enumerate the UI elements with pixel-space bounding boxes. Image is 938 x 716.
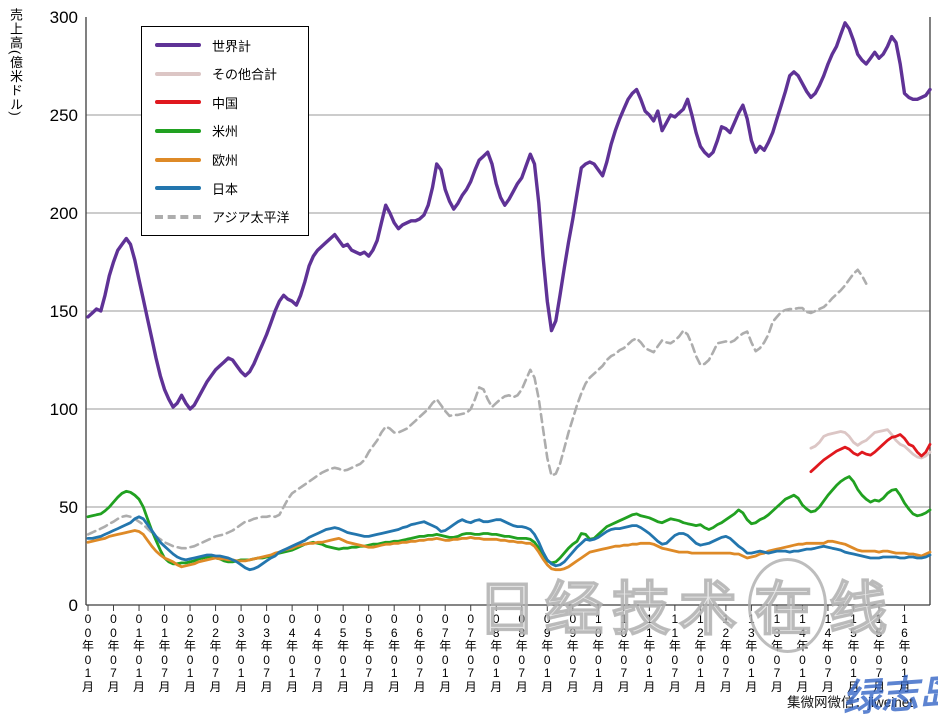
legend-swatch-欧州 [155, 157, 201, 162]
legend-label: アジア太平洋 [212, 210, 290, 226]
legend-item-その他合計: その他合計 [142, 64, 308, 83]
legend-swatch-日本 [155, 186, 201, 191]
legend-label: 米州 [212, 124, 239, 140]
series-line-その他合計 [809, 428, 932, 460]
series-line-アジア太平洋 [86, 268, 868, 550]
series-line-中国 [809, 433, 932, 474]
legend-item-アジア太平洋: アジア太平洋 [142, 207, 308, 226]
y-tick-label-300: 300 [49, 7, 78, 27]
series-line-欧州 [86, 529, 932, 572]
legend-item-中国: 中国 [142, 93, 308, 112]
series-line-世界計 [86, 21, 932, 411]
legend-swatch-中国 [155, 100, 201, 105]
watermark-char: 经 [544, 576, 613, 643]
legend-item-米州: 米州 [142, 121, 308, 140]
legend-swatch-アジア太平洋 [155, 214, 201, 219]
watermark-char: 日 [477, 576, 546, 643]
legend-item-欧州: 欧州 [142, 150, 308, 169]
legend-swatch-米州 [155, 128, 201, 133]
legend-swatch-世界計 [155, 43, 201, 48]
watermark-char: 线 [828, 576, 897, 643]
watermark-char: 技 [611, 576, 680, 643]
watermark-nikkei-technology-online: 日经技术在线 [477, 558, 897, 653]
legend-label: 欧州 [212, 153, 239, 169]
y-tick-label-0: 0 [68, 595, 78, 615]
series-line-日本 [86, 515, 932, 572]
watermark-jiweinet: 集微网微信：jiweinet [787, 695, 914, 710]
watermark-char: 术 [678, 576, 747, 643]
legend-label: その他合計 [212, 67, 278, 83]
legend-item-世界計: 世界計 [142, 36, 308, 55]
y-tick-label-50: 50 [59, 497, 78, 517]
y-tick-label-250: 250 [49, 105, 78, 125]
y-axis-title: 売上高(億米ドル) [8, 8, 23, 117]
legend-label: 中国 [212, 95, 239, 111]
legend-item-日本: 日本 [142, 179, 308, 198]
y-tick-label-200: 200 [49, 203, 78, 223]
legend-label: 日本 [212, 181, 239, 197]
y-tick-label-100: 100 [49, 399, 78, 419]
legend: 世界計その他合計中国米州欧州日本アジア太平洋 [141, 26, 309, 236]
legend-label: 世界計 [212, 38, 252, 54]
watermark-char: 在 [748, 558, 828, 653]
legend-swatch-その他合計 [155, 71, 201, 76]
watermark-blue-signature: 绿志岛 [840, 671, 938, 716]
y-tick-label-150: 150 [49, 301, 78, 321]
series-line-米州 [86, 475, 932, 566]
